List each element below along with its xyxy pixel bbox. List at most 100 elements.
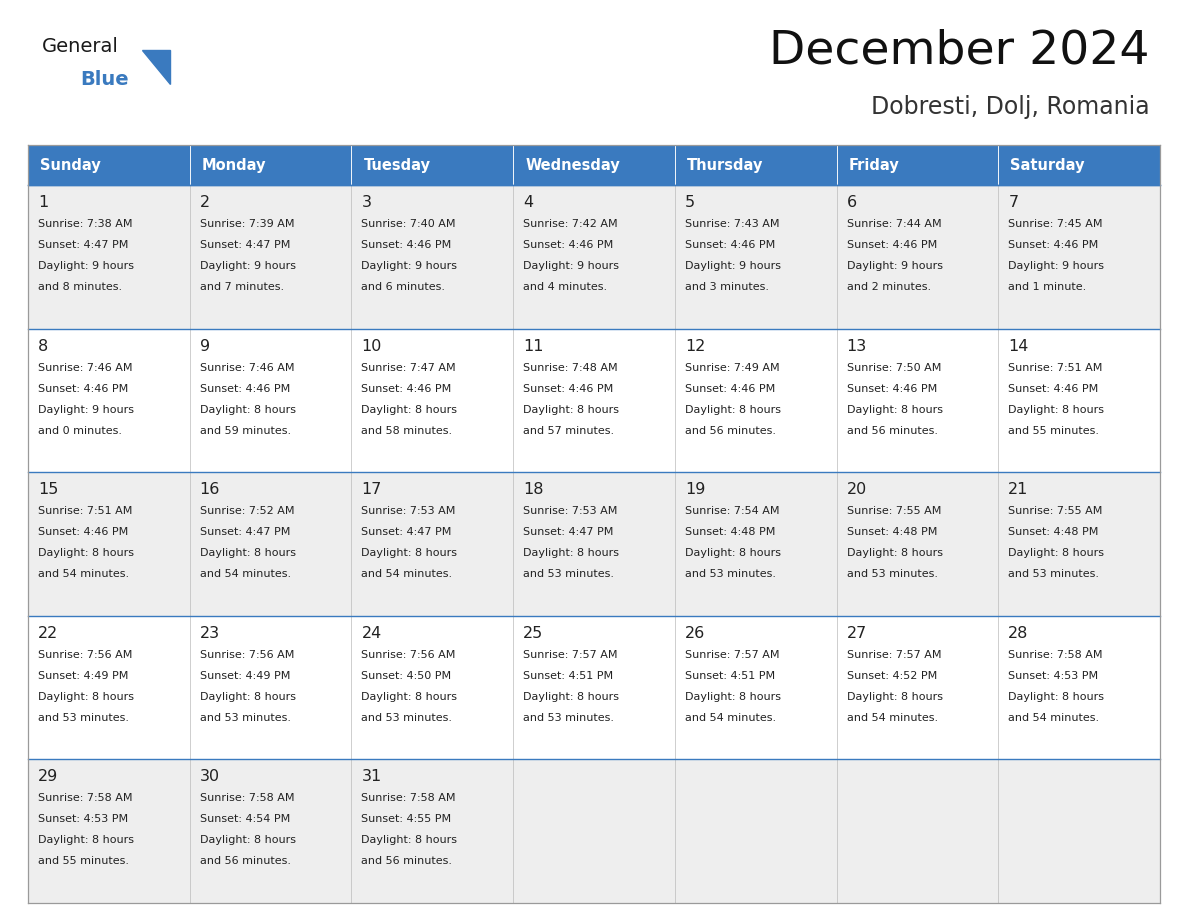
Bar (675, 145, 836, 185)
Text: Sunset: 4:49 PM: Sunset: 4:49 PM (38, 671, 128, 681)
Text: December 2024: December 2024 (770, 28, 1150, 73)
Text: Sunrise: 7:46 AM: Sunrise: 7:46 AM (200, 363, 295, 373)
Text: Sunset: 4:53 PM: Sunset: 4:53 PM (1009, 671, 1099, 681)
Text: Daylight: 8 hours: Daylight: 8 hours (200, 835, 296, 845)
Text: Sunrise: 7:38 AM: Sunrise: 7:38 AM (38, 219, 133, 229)
Text: Saturday: Saturday (1010, 158, 1085, 173)
Text: Thursday: Thursday (687, 158, 763, 173)
Text: Sunrise: 7:51 AM: Sunrise: 7:51 AM (1009, 363, 1102, 373)
Text: 29: 29 (38, 769, 58, 784)
Text: Daylight: 9 hours: Daylight: 9 hours (523, 261, 619, 271)
Text: 15: 15 (38, 482, 58, 498)
Text: 16: 16 (200, 482, 220, 498)
Text: Daylight: 8 hours: Daylight: 8 hours (684, 405, 781, 415)
Text: 14: 14 (1009, 339, 1029, 353)
Text: Sunset: 4:47 PM: Sunset: 4:47 PM (361, 527, 451, 537)
Text: Monday: Monday (202, 158, 266, 173)
Text: Sunset: 4:52 PM: Sunset: 4:52 PM (847, 671, 937, 681)
Text: Sunset: 4:47 PM: Sunset: 4:47 PM (200, 527, 290, 537)
Text: Sunset: 4:47 PM: Sunset: 4:47 PM (200, 240, 290, 250)
Text: 3: 3 (361, 195, 372, 210)
Text: and 56 minutes.: and 56 minutes. (847, 426, 937, 436)
Text: and 54 minutes.: and 54 minutes. (361, 569, 453, 579)
Text: Daylight: 9 hours: Daylight: 9 hours (684, 261, 781, 271)
Text: and 54 minutes.: and 54 minutes. (1009, 712, 1099, 722)
Text: Sunrise: 7:51 AM: Sunrise: 7:51 AM (38, 506, 132, 516)
Bar (29, 616, 1159, 759)
Text: Daylight: 8 hours: Daylight: 8 hours (523, 548, 619, 558)
Text: and 54 minutes.: and 54 minutes. (38, 569, 129, 579)
Text: Sunset: 4:51 PM: Sunset: 4:51 PM (684, 671, 775, 681)
Text: Friday: Friday (848, 158, 899, 173)
Text: Sunset: 4:46 PM: Sunset: 4:46 PM (847, 384, 937, 394)
Text: Daylight: 8 hours: Daylight: 8 hours (847, 405, 942, 415)
Text: Daylight: 9 hours: Daylight: 9 hours (847, 261, 942, 271)
Text: 21: 21 (1009, 482, 1029, 498)
Text: and 54 minutes.: and 54 minutes. (684, 712, 776, 722)
Text: Sunset: 4:46 PM: Sunset: 4:46 PM (361, 384, 451, 394)
Text: Daylight: 8 hours: Daylight: 8 hours (200, 548, 296, 558)
Bar (513, 145, 675, 185)
Text: Daylight: 8 hours: Daylight: 8 hours (1009, 405, 1105, 415)
Text: Sunrise: 7:50 AM: Sunrise: 7:50 AM (847, 363, 941, 373)
Text: 30: 30 (200, 769, 220, 784)
Text: and 54 minutes.: and 54 minutes. (200, 569, 291, 579)
Text: 27: 27 (847, 626, 867, 641)
Text: Sunset: 4:48 PM: Sunset: 4:48 PM (1009, 527, 1099, 537)
Text: Dobresti, Dolj, Romania: Dobresti, Dolj, Romania (871, 95, 1150, 119)
Text: and 54 minutes.: and 54 minutes. (847, 712, 937, 722)
Text: and 58 minutes.: and 58 minutes. (361, 426, 453, 436)
Text: Daylight: 8 hours: Daylight: 8 hours (847, 548, 942, 558)
Bar (29, 185, 1159, 329)
Text: Sunset: 4:49 PM: Sunset: 4:49 PM (200, 671, 290, 681)
Text: 18: 18 (523, 482, 544, 498)
Text: and 0 minutes.: and 0 minutes. (38, 426, 122, 436)
Text: and 3 minutes.: and 3 minutes. (684, 282, 769, 292)
Text: Sunrise: 7:56 AM: Sunrise: 7:56 AM (38, 650, 132, 660)
Text: 23: 23 (200, 626, 220, 641)
Text: and 4 minutes.: and 4 minutes. (523, 282, 607, 292)
Text: and 57 minutes.: and 57 minutes. (523, 426, 614, 436)
Text: Sunrise: 7:43 AM: Sunrise: 7:43 AM (684, 219, 779, 229)
Text: Daylight: 8 hours: Daylight: 8 hours (523, 692, 619, 701)
Text: 7: 7 (1009, 195, 1018, 210)
Text: 17: 17 (361, 482, 381, 498)
Text: Daylight: 8 hours: Daylight: 8 hours (38, 548, 134, 558)
Text: 11: 11 (523, 339, 544, 353)
Text: and 53 minutes.: and 53 minutes. (200, 712, 291, 722)
Text: Sunrise: 7:56 AM: Sunrise: 7:56 AM (200, 650, 295, 660)
Text: 13: 13 (847, 339, 867, 353)
Text: Sunset: 4:46 PM: Sunset: 4:46 PM (847, 240, 937, 250)
Text: Sunset: 4:46 PM: Sunset: 4:46 PM (523, 240, 613, 250)
Text: Sunrise: 7:55 AM: Sunrise: 7:55 AM (847, 506, 941, 516)
Bar (352, 145, 513, 185)
Text: Daylight: 9 hours: Daylight: 9 hours (1009, 261, 1105, 271)
Text: Sunrise: 7:54 AM: Sunrise: 7:54 AM (684, 506, 779, 516)
Text: Daylight: 8 hours: Daylight: 8 hours (200, 405, 296, 415)
Text: Sunrise: 7:58 AM: Sunrise: 7:58 AM (200, 793, 295, 803)
Text: 10: 10 (361, 339, 381, 353)
Text: Daylight: 8 hours: Daylight: 8 hours (200, 692, 296, 701)
Text: 31: 31 (361, 769, 381, 784)
Text: 5: 5 (684, 195, 695, 210)
Text: Sunrise: 7:49 AM: Sunrise: 7:49 AM (684, 363, 779, 373)
Text: Sunrise: 7:55 AM: Sunrise: 7:55 AM (1009, 506, 1102, 516)
Text: 9: 9 (200, 339, 210, 353)
Text: Sunset: 4:46 PM: Sunset: 4:46 PM (684, 384, 775, 394)
Text: and 53 minutes.: and 53 minutes. (523, 712, 614, 722)
Text: Wednesday: Wednesday (525, 158, 620, 173)
Text: Sunrise: 7:45 AM: Sunrise: 7:45 AM (1009, 219, 1102, 229)
Text: Sunrise: 7:44 AM: Sunrise: 7:44 AM (847, 219, 941, 229)
Text: Sunset: 4:46 PM: Sunset: 4:46 PM (200, 384, 290, 394)
Bar (29, 759, 1159, 903)
Text: Blue: Blue (80, 70, 128, 89)
Text: and 53 minutes.: and 53 minutes. (684, 569, 776, 579)
Text: Daylight: 8 hours: Daylight: 8 hours (1009, 692, 1105, 701)
Text: 26: 26 (684, 626, 706, 641)
Text: Sunset: 4:46 PM: Sunset: 4:46 PM (361, 240, 451, 250)
Text: and 53 minutes.: and 53 minutes. (38, 712, 129, 722)
Text: General: General (42, 37, 119, 56)
Bar (29, 145, 190, 185)
Text: Sunrise: 7:46 AM: Sunrise: 7:46 AM (38, 363, 133, 373)
Text: 6: 6 (847, 195, 857, 210)
